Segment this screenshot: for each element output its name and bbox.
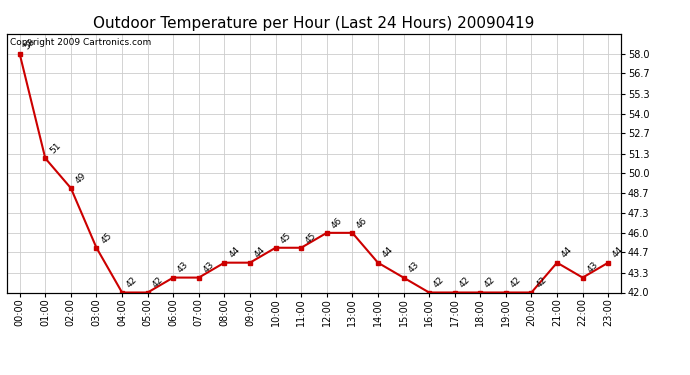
Text: 45: 45 <box>99 231 114 245</box>
Text: 44: 44 <box>227 246 242 260</box>
Text: 45: 45 <box>278 231 293 245</box>
Text: 42: 42 <box>509 275 523 290</box>
Text: 46: 46 <box>355 216 370 230</box>
Text: 44: 44 <box>560 246 574 260</box>
Text: 42: 42 <box>125 275 139 290</box>
Text: 42: 42 <box>150 275 165 290</box>
Text: 43: 43 <box>585 260 600 275</box>
Text: 46: 46 <box>330 216 344 230</box>
Text: Copyright 2009 Cartronics.com: Copyright 2009 Cartronics.com <box>10 38 151 46</box>
Text: 42: 42 <box>457 275 472 290</box>
Title: Outdoor Temperature per Hour (Last 24 Hours) 20090419: Outdoor Temperature per Hour (Last 24 Ho… <box>93 16 535 31</box>
Text: 51: 51 <box>48 141 63 156</box>
Text: 42: 42 <box>483 275 497 290</box>
Text: 44: 44 <box>381 246 395 260</box>
Text: 43: 43 <box>201 260 216 275</box>
Text: 45: 45 <box>304 231 318 245</box>
Text: 42: 42 <box>534 275 549 290</box>
Text: 44: 44 <box>253 246 267 260</box>
Text: 43: 43 <box>176 260 190 275</box>
Text: 49: 49 <box>74 171 88 185</box>
Text: 43: 43 <box>406 260 421 275</box>
Text: 42: 42 <box>432 275 446 290</box>
Text: 44: 44 <box>611 246 625 260</box>
Text: 58: 58 <box>23 37 37 51</box>
